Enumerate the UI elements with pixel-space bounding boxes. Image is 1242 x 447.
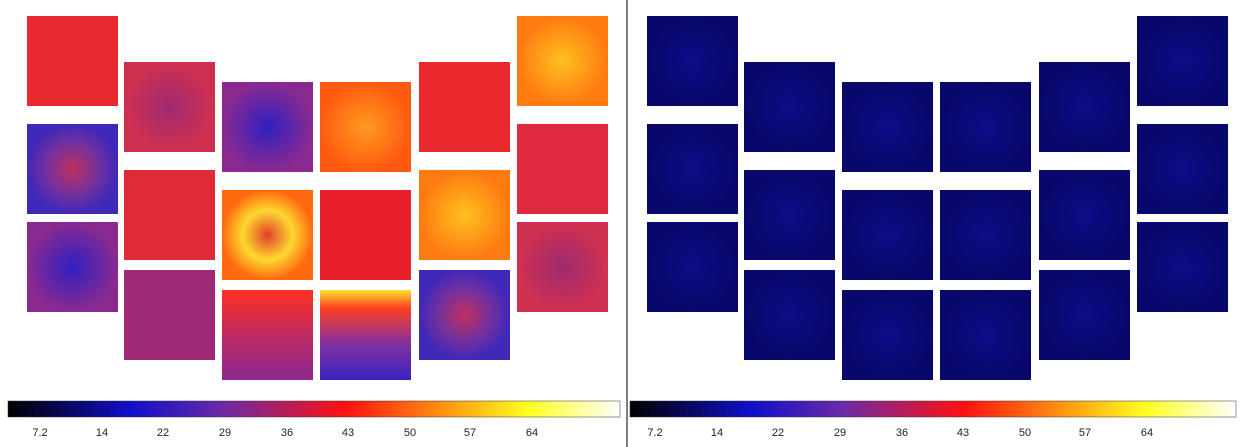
detector-tile — [647, 16, 738, 106]
detector-tile — [124, 270, 215, 360]
colorbar-tick-label: 22 — [157, 427, 169, 439]
colorbar-tick-label: 36 — [281, 427, 293, 439]
colorbar-tick-label: 29 — [834, 427, 846, 439]
colorbar-tick-label: 64 — [1141, 427, 1153, 439]
detector-tile — [744, 170, 835, 260]
detector-tile — [222, 82, 313, 172]
detector-tile — [744, 62, 835, 152]
detector-tile — [1137, 222, 1228, 312]
detector-tile — [1039, 270, 1130, 360]
detector-tile — [940, 190, 1031, 280]
colorbar — [630, 401, 1236, 417]
detector-tile — [647, 124, 738, 214]
detector-tile — [27, 16, 118, 106]
colorbar-tick-label: 57 — [1079, 427, 1091, 439]
colorbar-tick-label: 50 — [1019, 427, 1031, 439]
colorbar-tick-label: 29 — [219, 427, 231, 439]
detector-tile — [27, 124, 118, 214]
detector-tile — [1137, 124, 1228, 214]
colorbar-tick-label: 7.2 — [647, 427, 662, 439]
detector-tile — [842, 190, 933, 280]
detector-tile — [940, 82, 1031, 172]
detector-tile — [1039, 62, 1130, 152]
detector-tile — [222, 290, 313, 380]
colorbar-tick-label: 43 — [957, 427, 969, 439]
screenshot: 7.2 14 22 29 36 43 50 57 64 7.2 14 22 29 36 43 50 57 64 — [0, 0, 1242, 447]
detector-tile — [940, 290, 1031, 380]
detector-tile — [1039, 170, 1130, 260]
colorbar — [8, 401, 620, 417]
colorbar-tick-label: 50 — [404, 427, 416, 439]
detector-tile — [744, 270, 835, 360]
detector-tile — [124, 62, 215, 152]
colorbar-tick-label: 7.2 — [32, 427, 47, 439]
detector-tile — [842, 290, 933, 380]
colorbar-tick-label: 64 — [526, 427, 538, 439]
detector-tile — [320, 82, 411, 172]
colorbar-tick-label: 14 — [96, 427, 108, 439]
detector-tile — [517, 16, 608, 106]
colorbar-tick-label: 36 — [896, 427, 908, 439]
detector-tile — [419, 270, 510, 360]
detector-tile — [320, 190, 411, 280]
detector-tile — [320, 290, 411, 380]
colorbar-tick-label: 22 — [772, 427, 784, 439]
detector-tile — [419, 62, 510, 152]
detector-tile — [27, 222, 118, 312]
detector-tile — [517, 222, 608, 312]
detector-tile — [419, 170, 510, 260]
detector-tile — [647, 222, 738, 312]
colorbar-tick-label: 14 — [711, 427, 723, 439]
colorbar-tick-label: 43 — [342, 427, 354, 439]
colorbar-tick-label: 57 — [464, 427, 476, 439]
detector-tile — [124, 170, 215, 260]
detector-tile — [517, 124, 608, 214]
detector-tile — [1137, 16, 1228, 106]
detector-tile — [842, 82, 933, 172]
detector-tile — [222, 190, 313, 280]
